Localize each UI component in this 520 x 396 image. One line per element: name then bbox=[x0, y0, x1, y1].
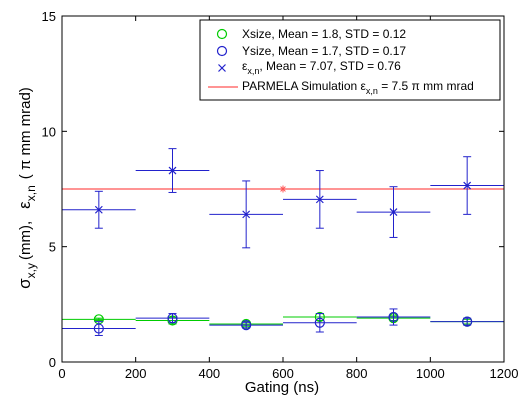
emittance-point bbox=[242, 210, 251, 219]
emittance-point-stroke-b bbox=[168, 166, 177, 175]
ysize-point bbox=[314, 317, 325, 328]
legend-emittance-label: εx,n, Mean = 7.07, STD = 0.76 bbox=[242, 59, 401, 76]
x-tick-label: 1200 bbox=[490, 366, 519, 381]
legend-parmela-label-rest: = 7.5 π mm mrad bbox=[378, 79, 474, 93]
emittance-point bbox=[463, 181, 472, 190]
x-tick-label: 0 bbox=[58, 366, 65, 381]
x-tick-label: 800 bbox=[346, 366, 368, 381]
y-tick-label: 5 bbox=[49, 240, 56, 255]
legend-box bbox=[199, 19, 501, 101]
legend-parmela-label-main: PARMELA Simulation ε bbox=[242, 79, 366, 93]
ysize-point bbox=[462, 316, 473, 327]
legend-parmela-label: PARMELA Simulation εx,n = 7.5 π mm mrad bbox=[242, 79, 474, 96]
plot-area bbox=[62, 148, 504, 336]
ysize-point bbox=[388, 311, 399, 323]
x-tick-label: 200 bbox=[125, 366, 147, 381]
y-tick-label: 15 bbox=[42, 9, 56, 24]
legend-emittance-marker-stroke-b bbox=[218, 64, 226, 72]
emittance-point-stroke-b bbox=[463, 181, 472, 190]
emittance-point bbox=[389, 208, 398, 216]
x-axis-label: Gating (ns) bbox=[245, 379, 319, 396]
legend-ysize-label: Ysize, Mean = 1.7, STD = 0.17 bbox=[242, 44, 406, 58]
y-axis-label-sigma-unit: (mm), bbox=[17, 221, 34, 260]
emittance-point bbox=[94, 205, 103, 214]
emittance-point-stroke-b bbox=[315, 195, 324, 204]
ysize-point bbox=[93, 323, 104, 334]
y-axis-label-sigma-sub: x,y bbox=[24, 263, 38, 278]
y-axis-label-eps-sub: x,n bbox=[24, 185, 38, 201]
legend-xsize-label: Xsize, Mean = 1.8, STD = 0.12 bbox=[242, 27, 406, 41]
y-axis-label-sigma: σ bbox=[15, 278, 34, 289]
ysize-point bbox=[167, 313, 178, 324]
y-axis-label-eps-unit: ( π mm mrad) bbox=[17, 87, 34, 179]
parmela-star-marker-d2 bbox=[280, 186, 286, 192]
x-tick-label: 1000 bbox=[416, 366, 445, 381]
legend-emittance-label-sub: x,n bbox=[247, 66, 259, 76]
y-tick-label: 10 bbox=[42, 124, 56, 139]
emittance-point-stroke-b bbox=[389, 208, 398, 216]
emittance-point-stroke-b bbox=[94, 205, 103, 214]
x-tick-label: 600 bbox=[272, 366, 294, 381]
ysize-point bbox=[241, 319, 252, 331]
y-tick-label: 0 bbox=[49, 355, 56, 370]
legend-emittance-marker bbox=[218, 64, 226, 72]
legend-xsize-marker bbox=[216, 28, 228, 40]
axes: 0 200 400 600 800 1000 1200 0 5 10 15 bbox=[42, 9, 519, 381]
legend: Xsize, Mean = 1.8, STD = 0.12 Ysize, Mean… bbox=[199, 19, 501, 101]
legend-emittance-label-main: ε bbox=[242, 59, 248, 73]
emittance-point bbox=[168, 166, 177, 175]
parmela-star-marker bbox=[279, 185, 287, 193]
legend-parmela-label-sub: x,n bbox=[366, 86, 378, 96]
legend-ysize-marker bbox=[216, 45, 228, 57]
y-axis-label-eps: ε bbox=[15, 201, 34, 209]
y-axis-label: σx,y (mm), εx,n ( π mm mrad) bbox=[15, 87, 38, 289]
emittance-point bbox=[315, 195, 324, 204]
x-tick-label: 400 bbox=[198, 366, 220, 381]
axis-labels: Gating (ns) σx,y (mm), εx,n ( π mm mrad) bbox=[15, 87, 319, 396]
legend-emittance-label-rest: , Mean = 7.07, STD = 0.76 bbox=[259, 59, 401, 73]
emittance-point-stroke-b bbox=[242, 210, 251, 219]
